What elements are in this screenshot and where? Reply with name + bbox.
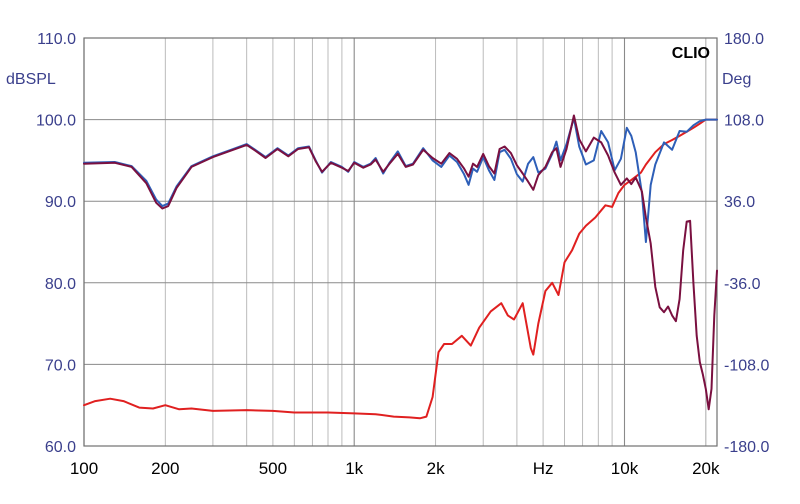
left-tick-label: 60.0 [45,439,76,456]
x-tick-label: 500 [259,459,287,478]
left-axis-ticks: 60.0 70.0 80.0 90.0 100.0 110.0 [36,31,76,456]
x-tick-label: 10k [611,459,639,478]
x-tick-label: 2k [427,459,445,478]
right-tick-label: -36.0 [724,276,761,293]
series-line-1 [83,118,718,420]
right-axis-title: Deg [722,71,751,88]
right-tick-label: 36.0 [724,194,755,211]
x-tick-label: 200 [151,459,179,478]
right-tick-label: 180.0 [724,31,764,48]
right-tick-label: -108.0 [724,357,769,374]
left-tick-label: 70.0 [45,357,76,374]
left-tick-label: 100.0 [36,113,76,130]
right-tick-label: -180.0 [724,439,769,456]
x-tick-label: 100 [70,459,98,478]
right-tick-label: 108.0 [724,113,764,130]
right-axis-ticks: -180.0 -108.0 -36.0 36.0 108.0 180.0 [724,31,769,456]
brand-label: CLIO [672,45,710,62]
x-tick-label: 20k [692,459,720,478]
plot-area [83,37,718,447]
x-tick-label: Hz [533,459,554,478]
series-group [83,114,718,420]
left-axis-title: dBSPL [6,71,56,88]
left-tick-label: 80.0 [45,276,76,293]
left-tick-label: 110.0 [37,31,76,48]
x-tick-label: 1k [345,459,363,478]
series-line-3 [83,114,718,411]
left-tick-label: 90.0 [45,194,76,211]
x-axis-ticks: 100 200 500 1k 2k Hz 10k 20k [70,459,720,478]
